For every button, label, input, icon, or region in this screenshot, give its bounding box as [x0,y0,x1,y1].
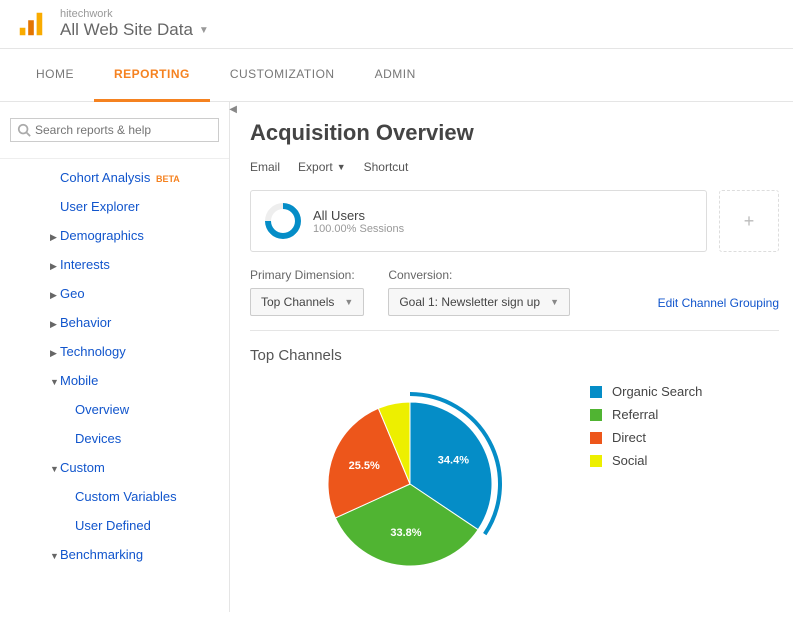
property-label: All Web Site Data [60,20,193,40]
segment-row: All Users 100.00% Sessions + [250,190,779,252]
legend-item[interactable]: Direct [590,430,702,445]
legend-item[interactable]: Social [590,453,702,468]
legend-label: Organic Search [612,384,702,399]
caret-right-icon: ▶ [50,290,58,301]
nav-mobile-overview[interactable]: Overview [0,395,229,424]
legend-swatch [590,409,602,421]
caret-right-icon: ▶ [50,348,58,359]
beta-badge: BETA [156,174,180,184]
legend-swatch [590,432,602,444]
pie-slice-label: 25.5% [349,460,380,472]
segment-all-users[interactable]: All Users 100.00% Sessions [250,190,707,252]
sidebar: ◀ Cohort Analysis BETA User Explorer ▶De… [0,102,230,612]
conversion-select[interactable]: Goal 1: Newsletter sign up▼ [388,288,570,316]
tab-admin[interactable]: ADMIN [355,49,436,101]
page-title: Acquisition Overview [250,120,779,146]
divider [0,158,229,159]
legend-label: Direct [612,430,646,445]
pie-slice-label: 34.4% [438,455,469,467]
segment-subtitle: 100.00% Sessions [313,223,404,235]
pie-slice-label: 33.8% [390,527,421,539]
tab-home[interactable]: HOME [16,49,94,101]
export-button[interactable]: Export▼ [298,160,346,174]
caret-down-icon: ▼ [50,377,58,387]
tab-customization[interactable]: CUSTOMIZATION [210,49,355,101]
nav-custom[interactable]: ▼Custom [0,453,229,482]
nav-technology[interactable]: ▶Technology [0,337,229,366]
nav-behavior[interactable]: ▶Behavior [0,308,229,337]
report-toolbar: Email Export▼ Shortcut [250,160,779,180]
nav-custom-variables[interactable]: Custom Variables [0,482,229,511]
nav-mobile[interactable]: ▼Mobile [0,366,229,395]
shortcut-button[interactable]: Shortcut [364,160,409,174]
caret-down-icon: ▼ [344,297,353,307]
legend-swatch [590,455,602,467]
email-button[interactable]: Email [250,160,280,174]
edit-channel-grouping-link[interactable]: Edit Channel Grouping [658,296,779,316]
segment-title: All Users [313,208,404,223]
workspace: ◀ Cohort Analysis BETA User Explorer ▶De… [0,102,793,612]
plus-icon: + [744,211,755,232]
chart-title: Top Channels [250,347,779,364]
caret-down-icon: ▼ [50,551,58,561]
nav-interests[interactable]: ▶Interests [0,250,229,279]
nav-mobile-devices[interactable]: Devices [0,424,229,453]
nav-benchmarking[interactable]: ▼Benchmarking [0,540,229,569]
primary-dimension-select[interactable]: Top Channels▼ [250,288,364,316]
legend-label: Social [612,453,647,468]
app-header: hitechwork All Web Site Data ▼ [0,0,793,49]
caret-right-icon: ▶ [50,261,58,272]
search-box[interactable] [10,118,219,142]
search-icon [17,123,31,137]
primary-dimension-label: Primary Dimension: [250,268,364,282]
caret-down-icon: ▼ [50,464,58,474]
chart-panel: Top Channels 34.4% 33.8% 25.5% Organic Sea… [250,330,779,584]
nav-user-defined[interactable]: User Defined [0,511,229,540]
chart-legend: Organic Search Referral Direct Social [590,384,702,476]
pie-chart: 34.4% 33.8% 25.5% [310,384,530,584]
dimension-controls: Primary Dimension: Top Channels▼ Convers… [250,268,779,316]
content-area: Acquisition Overview Email Export▼ Short… [230,102,793,612]
caret-down-icon: ▼ [337,162,346,172]
conversion-label: Conversion: [388,268,570,282]
caret-right-icon: ▶ [50,319,58,330]
account-name: hitechwork [60,8,209,20]
search-input[interactable] [35,123,212,137]
main-tabs: HOME REPORTING CUSTOMIZATION ADMIN [0,49,793,102]
legend-swatch [590,386,602,398]
segment-donut-icon [258,196,309,247]
add-segment-button[interactable]: + [719,190,779,252]
nav-demographics[interactable]: ▶Demographics [0,221,229,250]
nav-cohort-analysis[interactable]: Cohort Analysis BETA [0,163,229,192]
sidebar-collapse-icon[interactable]: ◀ [229,104,237,115]
legend-item[interactable]: Organic Search [590,384,702,399]
caret-down-icon: ▼ [550,297,559,307]
legend-label: Referral [612,407,658,422]
tab-reporting[interactable]: REPORTING [94,49,210,102]
property-selector[interactable]: All Web Site Data ▼ [60,20,209,40]
ga-logo-icon [16,9,46,39]
caret-right-icon: ▶ [50,232,58,243]
nav-geo[interactable]: ▶Geo [0,279,229,308]
nav-user-explorer[interactable]: User Explorer [0,192,229,221]
caret-down-icon: ▼ [199,25,209,36]
legend-item[interactable]: Referral [590,407,702,422]
nav-tree: Cohort Analysis BETA User Explorer ▶Demo… [0,163,229,569]
